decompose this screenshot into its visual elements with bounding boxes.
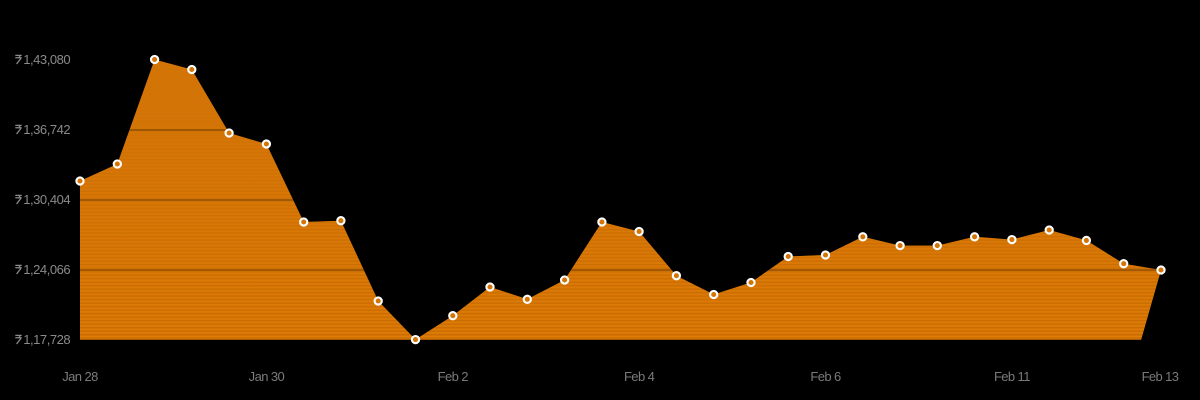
svg-text:1,24,066: 1,24,066	[23, 262, 70, 277]
svg-text:Feb 4: Feb 4	[624, 369, 655, 384]
svg-text:1,43,080: 1,43,080	[23, 52, 70, 67]
svg-text:1,30,404: 1,30,404	[23, 192, 70, 207]
svg-text:Jan 28: Jan 28	[62, 369, 98, 384]
svg-text:Feb 6: Feb 6	[810, 369, 841, 384]
svg-text:Feb 13: Feb 13	[1142, 369, 1179, 384]
svg-text:1,36,742: 1,36,742	[23, 122, 70, 137]
svg-text:Feb 11: Feb 11	[994, 369, 1030, 384]
svg-text:Feb 2: Feb 2	[438, 369, 469, 384]
svg-text:1,17,728: 1,17,728	[23, 332, 70, 347]
svg-text:Jan 30: Jan 30	[249, 369, 285, 384]
